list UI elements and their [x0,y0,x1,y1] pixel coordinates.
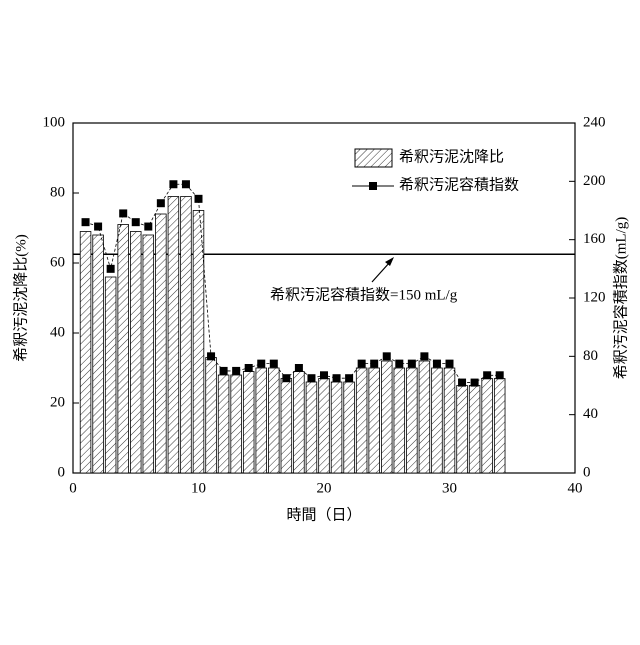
marker [295,364,303,372]
bar [369,368,380,473]
legend-marker [369,182,377,190]
y-tick-label: 0 [58,464,66,480]
y2-tick-label: 80 [583,348,598,364]
marker [270,360,278,368]
x-tick-label: 30 [442,480,457,496]
marker [94,223,102,231]
marker [358,360,366,368]
marker [182,180,190,188]
legend-label: 希釈汚泥容積指数 [399,176,519,193]
y2-tick-label: 0 [583,464,591,480]
bar [80,232,91,474]
bar [457,386,468,474]
legend-swatch [355,149,392,167]
marker [169,180,177,188]
marker [282,374,290,382]
bar [294,372,305,474]
marker [320,371,328,379]
bar [130,232,141,474]
y2-tick-label: 240 [583,114,606,130]
bar [419,361,430,473]
marker [446,360,454,368]
arrow-head [385,257,394,266]
bar [381,361,392,473]
marker [144,223,152,231]
bar [394,368,405,473]
bar [231,375,242,473]
chart: 時間（日） 希釈汚泥沈降比(%) 希釈汚泥容積指数(mL/g) 希釈汚泥沈降比 … [0,0,640,640]
bar [168,197,179,474]
x-tick-label: 40 [568,480,583,496]
bar [319,379,330,474]
y2-tick-label: 40 [583,406,598,422]
y-tick-label: 40 [50,324,65,340]
marker [383,352,391,360]
y-tick-label: 60 [50,254,65,270]
bar [206,358,217,474]
y2-axis-label: 希釈汚泥容積指数(mL/g) [612,217,629,380]
marker [496,371,504,379]
y-axis-label: 希釈汚泥沈降比(%) [12,234,29,362]
bar [306,382,317,473]
marker [107,265,115,273]
marker [157,199,165,207]
marker [132,218,140,226]
marker [333,374,341,382]
bar [105,277,116,473]
bar [432,368,443,473]
marker [245,364,253,372]
marker [395,360,403,368]
legend-label: 希釈汚泥沈降比 [399,148,504,165]
bar [331,382,342,473]
marker [207,352,215,360]
bar [156,214,167,473]
marker [119,209,127,217]
y2-tick-label: 160 [583,231,606,247]
bar [281,379,292,474]
x-axis-label: 時間（日） [286,506,361,523]
y-tick-label: 80 [50,184,65,200]
bar [482,379,493,474]
marker [370,360,378,368]
bar [469,386,480,474]
reference-label: 希釈汚泥容積指数=150 mL/g [270,286,458,303]
marker [433,360,441,368]
marker [483,371,491,379]
bar [256,368,267,473]
marker [345,374,353,382]
bar [93,235,104,473]
marker [82,218,90,226]
y2-tick-label: 120 [583,289,606,305]
marker [232,367,240,375]
marker [420,352,428,360]
bar [268,368,279,473]
x-tick-label: 10 [191,480,206,496]
x-tick-label: 0 [69,480,77,496]
marker [471,379,479,387]
y2-tick-label: 200 [583,173,606,189]
marker [307,374,315,382]
bar [344,382,355,473]
bar [444,368,455,473]
marker [195,195,203,203]
bar [181,197,192,474]
marker [257,360,265,368]
marker [408,360,416,368]
bar [218,375,229,473]
y-tick-label: 20 [50,394,65,410]
x-tick-label: 20 [317,480,332,496]
marker [220,367,228,375]
bar [243,372,254,474]
y-tick-label: 100 [43,114,66,130]
annotation-arrow [372,262,390,282]
marker [458,379,466,387]
bar [143,235,154,473]
bar [407,368,418,473]
bar [494,379,505,474]
bar [118,225,129,474]
bar [356,368,367,473]
